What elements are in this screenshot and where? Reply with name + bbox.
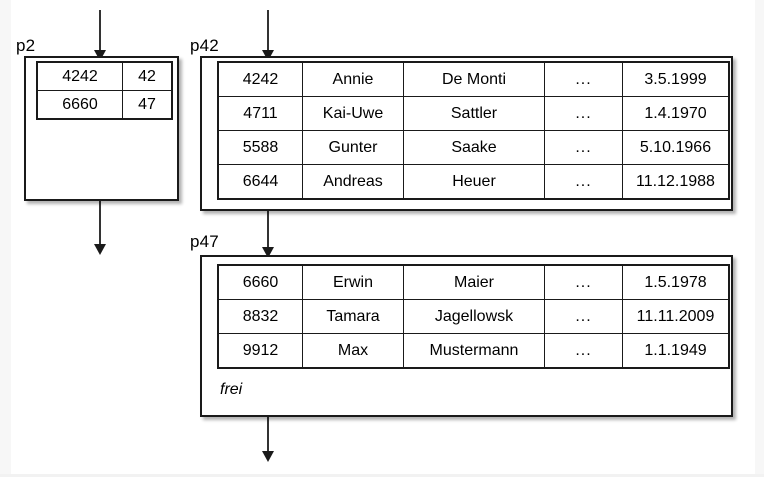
- record-id-cell[interactable]: 6644: [218, 164, 303, 199]
- record-last-cell[interactable]: Maier: [403, 265, 545, 300]
- record-id-cell[interactable]: 4711: [218, 96, 303, 131]
- page-label-p47: p47: [190, 232, 219, 251]
- table-row[interactable]: 4242 42: [37, 62, 172, 91]
- record-first-cell[interactable]: Kai-Uwe: [302, 96, 404, 131]
- page-label-p42: p42: [190, 36, 219, 55]
- arrow-into-p2: [99, 10, 101, 52]
- dir-key-cell[interactable]: 6660: [37, 90, 123, 119]
- directory-table-p2[interactable]: 4242 42 6660 47: [36, 61, 173, 120]
- record-first-cell[interactable]: Erwin: [302, 265, 404, 300]
- record-date-cell[interactable]: 5.10.1966: [622, 130, 729, 165]
- table-row[interactable]: 4242 Annie De Monti ... 3.5.1999: [218, 62, 729, 97]
- table-row[interactable]: 4711 Kai-Uwe Sattler ... 1.4.1970: [218, 96, 729, 131]
- record-last-cell[interactable]: Jagellowsk: [403, 299, 545, 334]
- record-first-cell[interactable]: Tamara: [302, 299, 404, 334]
- record-more-cell[interactable]: ...: [544, 265, 623, 300]
- record-last-cell[interactable]: Heuer: [403, 164, 545, 199]
- table-row[interactable]: 6660 47: [37, 90, 172, 119]
- arrow-p42-to-p47: [267, 211, 269, 249]
- dir-pointer-cell[interactable]: 47: [122, 90, 172, 119]
- page-label-p2: p2: [16, 36, 36, 55]
- record-id-cell[interactable]: 9912: [218, 333, 303, 368]
- arrow-out-of-p47: [267, 417, 269, 453]
- table-row[interactable]: 6660 Erwin Maier ... 1.5.1978: [218, 265, 729, 300]
- table-row[interactable]: 6644 Andreas Heuer ... 11.12.1988: [218, 164, 729, 199]
- data-table-p47[interactable]: 6660 Erwin Maier ... 1.5.1978 8832 Tamar…: [217, 264, 730, 369]
- data-table-p42[interactable]: 4242 Annie De Monti ... 3.5.1999 4711 Ka…: [217, 61, 730, 200]
- record-id-cell[interactable]: 5588: [218, 130, 303, 165]
- record-more-cell[interactable]: ...: [544, 333, 623, 368]
- record-date-cell[interactable]: 1.1.1949: [622, 333, 729, 368]
- record-date-cell[interactable]: 11.12.1988: [622, 164, 729, 199]
- record-more-cell[interactable]: ...: [544, 130, 623, 165]
- record-date-cell[interactable]: 3.5.1999: [622, 62, 729, 97]
- record-more-cell[interactable]: ...: [544, 164, 623, 199]
- record-more-cell[interactable]: ...: [544, 62, 623, 97]
- arrow-into-p42: [267, 10, 269, 52]
- record-more-cell[interactable]: ...: [544, 299, 623, 334]
- table-row[interactable]: 9912 Max Mustermann ... 1.1.1949: [218, 333, 729, 368]
- dir-pointer-cell[interactable]: 42: [122, 62, 172, 91]
- record-first-cell[interactable]: Gunter: [302, 130, 404, 165]
- record-id-cell[interactable]: 6660: [218, 265, 303, 300]
- record-id-cell[interactable]: 8832: [218, 299, 303, 334]
- arrow-out-of-p2: [99, 200, 101, 246]
- table-row[interactable]: 8832 Tamara Jagellowsk ... 11.11.2009: [218, 299, 729, 334]
- record-first-cell[interactable]: Annie: [302, 62, 404, 97]
- record-date-cell[interactable]: 1.5.1978: [622, 265, 729, 300]
- record-more-cell[interactable]: ...: [544, 96, 623, 131]
- dir-key-cell[interactable]: 4242: [37, 62, 123, 91]
- record-last-cell[interactable]: De Monti: [403, 62, 545, 97]
- record-first-cell[interactable]: Andreas: [302, 164, 404, 199]
- record-last-cell[interactable]: Sattler: [403, 96, 545, 131]
- record-date-cell[interactable]: 11.11.2009: [622, 299, 729, 334]
- record-first-cell[interactable]: Max: [302, 333, 404, 368]
- record-last-cell[interactable]: Saake: [403, 130, 545, 165]
- record-last-cell[interactable]: Mustermann: [403, 333, 545, 368]
- record-date-cell[interactable]: 1.4.1970: [622, 96, 729, 131]
- record-id-cell[interactable]: 4242: [218, 62, 303, 97]
- table-row[interactable]: 5588 Gunter Saake ... 5.10.1966: [218, 130, 729, 165]
- free-space-label-p47: frei: [220, 381, 243, 398]
